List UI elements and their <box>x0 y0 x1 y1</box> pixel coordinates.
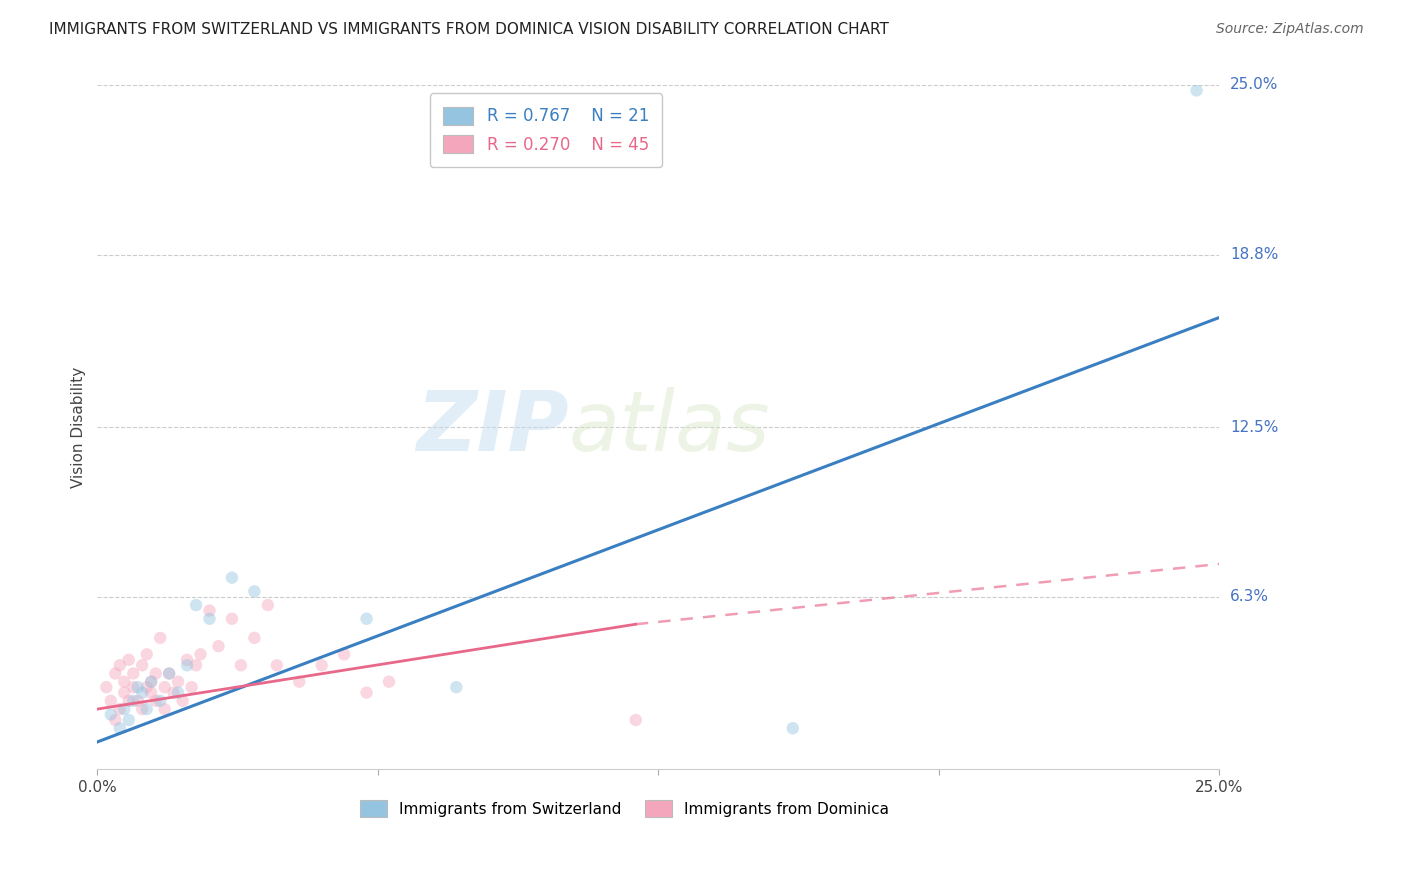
Text: 6.3%: 6.3% <box>1230 590 1270 605</box>
Point <box>207 639 229 653</box>
Text: ZIP: ZIP <box>416 386 568 467</box>
Legend: Immigrants from Switzerland, Immigrants from Dominica: Immigrants from Switzerland, Immigrants … <box>353 795 896 823</box>
Point <box>782 721 804 735</box>
Point <box>131 658 153 673</box>
Point <box>446 680 468 694</box>
Point <box>1185 83 1208 97</box>
Point <box>104 713 127 727</box>
Point <box>112 702 135 716</box>
Point <box>184 598 207 612</box>
Point <box>229 658 252 673</box>
Point <box>141 674 163 689</box>
Point <box>167 674 190 689</box>
Point <box>108 702 131 716</box>
Point <box>112 674 135 689</box>
Point <box>131 702 153 716</box>
Point <box>118 694 141 708</box>
Point <box>135 680 157 694</box>
Point <box>153 680 176 694</box>
Point <box>266 658 288 673</box>
Point <box>311 658 333 673</box>
Point <box>176 658 198 673</box>
Text: Source: ZipAtlas.com: Source: ZipAtlas.com <box>1216 22 1364 37</box>
Point <box>153 702 176 716</box>
Point <box>100 707 122 722</box>
Point <box>135 702 157 716</box>
Point <box>190 648 212 662</box>
Point <box>180 680 202 694</box>
Point <box>172 694 194 708</box>
Point <box>356 612 378 626</box>
Point <box>108 721 131 735</box>
Text: 18.8%: 18.8% <box>1230 247 1278 262</box>
Point <box>162 686 184 700</box>
Point <box>149 631 172 645</box>
Point <box>167 686 190 700</box>
Point <box>243 584 266 599</box>
Point <box>141 686 163 700</box>
Point <box>100 694 122 708</box>
Point <box>288 674 311 689</box>
Point <box>198 603 221 617</box>
Point <box>378 674 401 689</box>
Point <box>108 658 131 673</box>
Point <box>135 648 157 662</box>
Text: IMMIGRANTS FROM SWITZERLAND VS IMMIGRANTS FROM DOMINICA VISION DISABILITY CORREL: IMMIGRANTS FROM SWITZERLAND VS IMMIGRANT… <box>49 22 889 37</box>
Point <box>176 653 198 667</box>
Y-axis label: Vision Disability: Vision Disability <box>72 367 86 488</box>
Text: atlas: atlas <box>568 386 770 467</box>
Point <box>198 612 221 626</box>
Point <box>157 666 180 681</box>
Point <box>141 674 163 689</box>
Point <box>149 694 172 708</box>
Point <box>118 653 141 667</box>
Point <box>127 694 149 708</box>
Point <box>112 686 135 700</box>
Point <box>145 694 167 708</box>
Point <box>118 713 141 727</box>
Point <box>157 666 180 681</box>
Point <box>122 694 145 708</box>
Point <box>356 686 378 700</box>
Text: 12.5%: 12.5% <box>1230 419 1278 434</box>
Point <box>243 631 266 645</box>
Point <box>104 666 127 681</box>
Text: 25.0%: 25.0% <box>1230 78 1278 93</box>
Point <box>122 666 145 681</box>
Point <box>333 648 356 662</box>
Point <box>257 598 280 612</box>
Point <box>131 686 153 700</box>
Point <box>127 680 149 694</box>
Point <box>96 680 118 694</box>
Point <box>221 571 243 585</box>
Point <box>184 658 207 673</box>
Point <box>122 680 145 694</box>
Point <box>624 713 647 727</box>
Point <box>221 612 243 626</box>
Point <box>145 666 167 681</box>
